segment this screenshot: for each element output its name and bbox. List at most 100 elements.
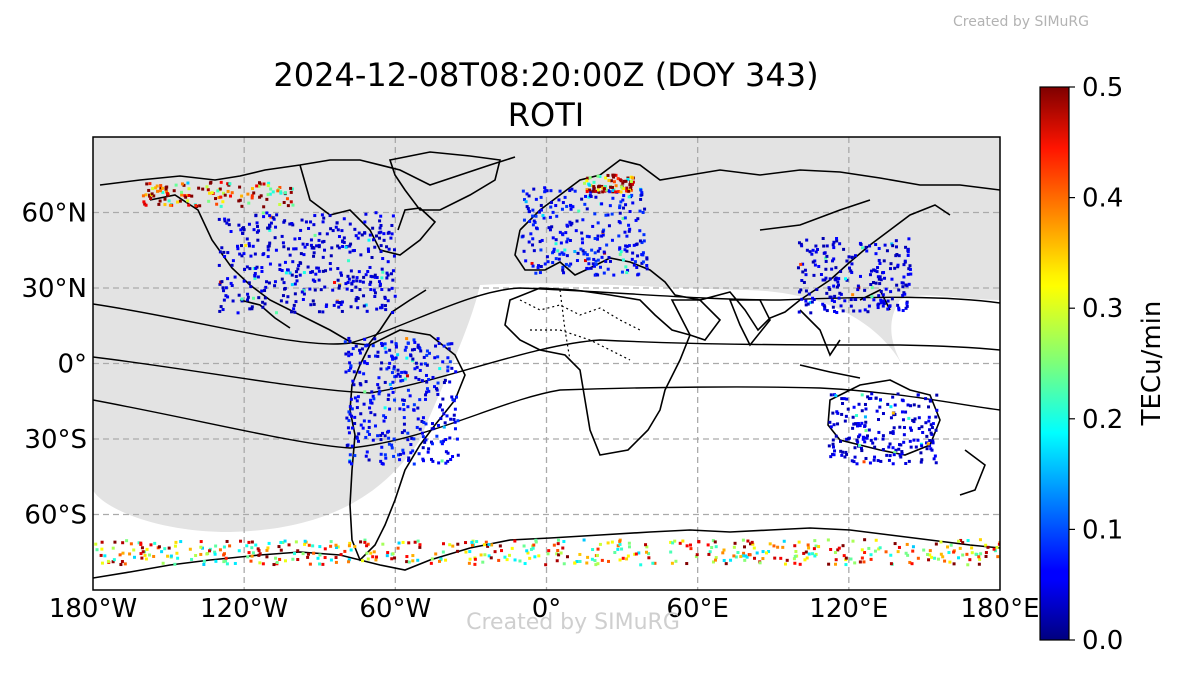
roti-point <box>348 222 352 226</box>
roti-point <box>266 193 270 197</box>
roti-point <box>112 558 116 562</box>
roti-point <box>714 558 718 562</box>
roti-point <box>403 348 407 352</box>
roti-point <box>163 203 167 207</box>
roti-point <box>569 203 573 207</box>
roti-point <box>836 548 840 552</box>
roti-point <box>401 378 405 382</box>
roti-point <box>291 557 295 561</box>
roti-point <box>863 308 867 312</box>
roti-point <box>874 396 878 400</box>
roti-point <box>614 173 618 177</box>
roti-point <box>387 366 391 370</box>
roti-point <box>968 558 972 562</box>
roti-point <box>630 193 634 197</box>
roti-point <box>882 301 886 305</box>
roti-point <box>390 286 394 290</box>
roti-point <box>589 190 593 194</box>
roti-point <box>531 237 535 241</box>
roti-point <box>407 458 411 462</box>
roti-point <box>371 344 375 348</box>
roti-point <box>744 554 748 558</box>
roti-point <box>448 436 452 440</box>
roti-point <box>125 539 129 543</box>
roti-point <box>409 443 413 447</box>
roti-point <box>403 377 407 381</box>
roti-point <box>221 308 225 312</box>
roti-point <box>978 557 982 561</box>
roti-point <box>830 298 834 302</box>
roti-point <box>258 561 262 565</box>
roti-point <box>813 554 817 558</box>
roti-point <box>350 414 354 418</box>
roti-point <box>247 551 251 555</box>
lon-tick-label: 180°E <box>960 594 1039 624</box>
roti-point <box>247 540 251 544</box>
roti-point <box>817 545 821 549</box>
roti-point <box>401 448 405 452</box>
roti-point <box>733 541 737 545</box>
roti-point <box>948 560 952 564</box>
roti-point <box>908 426 912 430</box>
roti-point <box>906 247 910 251</box>
roti-point <box>244 243 248 247</box>
roti-point <box>391 390 395 394</box>
roti-point <box>370 255 374 259</box>
roti-point <box>635 242 639 246</box>
roti-point <box>379 214 383 218</box>
roti-point <box>845 259 849 263</box>
roti-point <box>802 280 806 284</box>
roti-point <box>276 189 280 193</box>
roti-point <box>629 184 633 188</box>
roti-point <box>636 217 640 221</box>
roti-point <box>144 557 148 561</box>
roti-point <box>569 207 573 211</box>
roti-point <box>624 265 628 269</box>
roti-point <box>800 244 804 248</box>
roti-point <box>594 259 598 263</box>
roti-point <box>510 546 514 550</box>
roti-point <box>390 371 394 375</box>
roti-point <box>324 304 328 308</box>
roti-point <box>534 197 538 201</box>
roti-point <box>223 193 227 197</box>
roti-point <box>394 345 398 349</box>
latitude-tick-labels: 60°N30°N0°30°S60°S <box>21 199 87 531</box>
roti-point <box>444 461 448 465</box>
roti-point <box>334 543 338 547</box>
roti-point <box>187 187 191 191</box>
roti-point <box>837 296 841 300</box>
roti-point <box>487 542 491 546</box>
roti-point <box>610 540 614 544</box>
roti-point <box>909 445 913 449</box>
roti-point <box>713 540 717 544</box>
roti-point <box>121 551 125 555</box>
roti-point <box>260 270 264 274</box>
roti-point <box>879 278 883 282</box>
roti-point <box>896 265 900 269</box>
roti-point <box>341 240 345 244</box>
roti-point <box>812 547 816 551</box>
roti-point <box>685 544 689 548</box>
roti-point <box>335 300 339 304</box>
roti-point <box>591 224 595 228</box>
roti-point <box>834 266 838 270</box>
roti-point <box>557 553 561 557</box>
roti-point <box>383 406 387 410</box>
roti-point <box>550 225 554 229</box>
roti-point <box>348 460 352 464</box>
roti-point <box>434 552 438 556</box>
roti-point <box>263 302 267 306</box>
roti-point <box>387 247 391 251</box>
roti-point <box>229 194 233 198</box>
roti-point <box>398 458 402 462</box>
roti-point <box>217 196 221 200</box>
lon-tick-label: 120°E <box>809 594 888 624</box>
roti-point <box>606 213 610 217</box>
roti-point <box>391 214 395 218</box>
roti-point <box>274 556 278 560</box>
roti-point <box>871 441 875 445</box>
roti-point <box>804 273 808 277</box>
roti-point <box>614 184 618 188</box>
roti-point <box>544 188 548 192</box>
